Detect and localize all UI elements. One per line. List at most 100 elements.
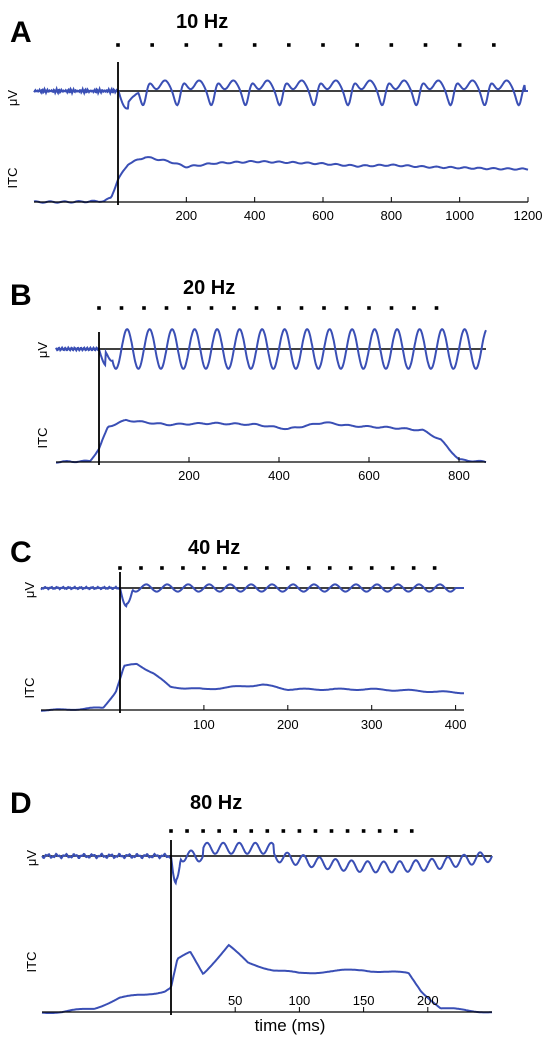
stimulus-marker (327, 566, 332, 570)
stimulus-marker (244, 566, 248, 570)
panel-title: 80 Hz (190, 792, 242, 814)
panel-a: A 10 Hz μV ITC 200 400 600 800 1000 1200 (5, 11, 542, 223)
stimulus-marker (432, 566, 437, 570)
stimulus-marker (306, 566, 311, 570)
stimulus-marker (281, 829, 286, 833)
stimulus-marker (252, 43, 257, 47)
itc-trace (41, 662, 464, 712)
stimulus-marker (389, 306, 394, 310)
stimulus-marker (142, 306, 146, 310)
uv-trace (33, 79, 528, 110)
stimulus-marker (409, 829, 414, 833)
x-tick-label: 600 (358, 468, 380, 483)
stimulus-marker (150, 43, 154, 47)
panel-title: 10 Hz (176, 11, 228, 33)
stimulus-marker (118, 566, 122, 570)
panel-letter: B (10, 279, 32, 312)
x-tick-label: 100 (193, 717, 215, 732)
ylabel-itc: ITC (24, 952, 39, 973)
x-tick-label: 200 (417, 993, 439, 1008)
x-tick-label: 200 (178, 468, 200, 483)
stimulus-marker (423, 43, 428, 47)
ylabel-uv: μV (24, 850, 39, 866)
x-tick-label: 1000 (445, 208, 474, 223)
x-tick-label: 200 (277, 717, 299, 732)
panel-title: 40 Hz (188, 537, 240, 559)
stimulus-marker (344, 306, 349, 310)
stimulus-marker (411, 566, 416, 570)
stimulus-marker (361, 829, 366, 833)
stimulus-marker (457, 43, 462, 47)
panel-letter: C (10, 536, 32, 569)
stimulus-marker (181, 566, 185, 570)
stimulus-marker (184, 43, 189, 47)
panel-title: 20 Hz (183, 277, 235, 299)
stimulus-marker (202, 566, 206, 570)
stimulus-marker (355, 43, 359, 47)
ylabel-uv: μV (35, 342, 50, 358)
stimulus-marker (321, 43, 325, 47)
uv-trace (41, 841, 493, 886)
stimulus-marker (223, 566, 227, 570)
x-tick-label: 300 (361, 717, 383, 732)
panel-letter: D (10, 787, 32, 820)
uv-trace (40, 583, 464, 608)
stimulus-marker (367, 306, 371, 310)
stimulus-marker (232, 306, 236, 310)
stimulus-marker (265, 566, 269, 570)
x-tick-label: 800 (380, 208, 402, 223)
panel-b: B 20 Hz μV ITC 200 400 600 800 (10, 277, 487, 483)
ylabel-itc: ITC (22, 678, 37, 699)
stimulus-marker (377, 829, 382, 833)
x-tick-label: 1200 (514, 208, 542, 223)
stimulus-marker (119, 306, 124, 310)
stimulus-marker (277, 306, 281, 310)
stimulus-marker (329, 829, 334, 833)
stimulus-marker (393, 829, 398, 833)
x-tick-label: 50 (228, 993, 242, 1008)
stimulus-marker (369, 566, 374, 570)
itc-trace (56, 418, 487, 464)
ylabel-uv: μV (5, 90, 20, 106)
stimulus-marker (299, 306, 304, 310)
x-tick-label: 400 (268, 468, 290, 483)
x-tick-label: 800 (448, 468, 470, 483)
stimulus-marker (313, 829, 318, 833)
stimulus-marker (160, 566, 164, 570)
ylabel-uv: μV (22, 582, 37, 598)
stimulus-marker (139, 566, 143, 570)
x-tick-label: 400 (244, 208, 266, 223)
stimulus-marker (187, 306, 191, 310)
x-tick-label: 600 (312, 208, 334, 223)
x-tick-label: 150 (353, 993, 375, 1008)
x-axis-label: time (ms) (255, 1016, 326, 1035)
stimulus-marker (389, 43, 394, 47)
stimulus-marker (201, 829, 205, 833)
stimulus-marker (116, 43, 120, 47)
ylabel-itc: ITC (5, 168, 20, 189)
stimulus-marker (169, 829, 173, 833)
itc-trace (41, 943, 493, 1014)
panel-c: C 40 Hz μV ITC 100 200 300 400 (10, 536, 466, 732)
stimulus-marker (297, 829, 302, 833)
uv-trace (55, 328, 487, 370)
stimulus-marker (254, 306, 259, 310)
stimulus-marker (492, 43, 496, 47)
x-tick-label: 200 (175, 208, 197, 223)
stimulus-marker (412, 306, 416, 310)
stimulus-marker (185, 829, 189, 833)
stimulus-marker (345, 829, 350, 833)
stimulus-marker (233, 829, 237, 833)
panel-letter: A (10, 16, 32, 49)
stimulus-marker (209, 306, 214, 310)
stimulus-marker (218, 43, 223, 47)
stimulus-marker (249, 829, 254, 833)
stimulus-marker (348, 566, 353, 570)
stimulus-marker (164, 306, 169, 310)
stimulus-marker (434, 306, 439, 310)
stimulus-marker (265, 829, 270, 833)
itc-trace (33, 156, 529, 204)
stimulus-marker (286, 566, 290, 570)
stimulus-marker (390, 566, 395, 570)
